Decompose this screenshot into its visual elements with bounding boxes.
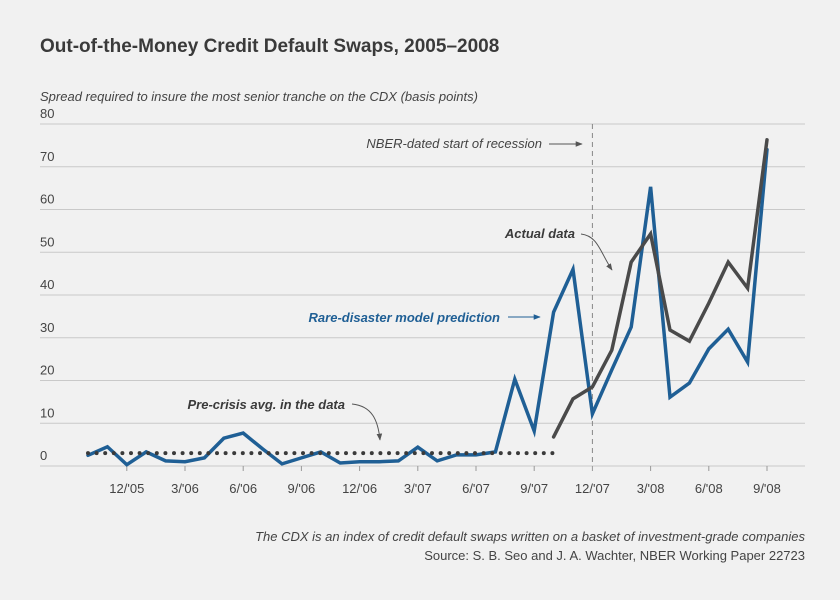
y-tick-label: 80 bbox=[40, 106, 54, 121]
x-tick-label: 3/'06 bbox=[171, 481, 199, 496]
recession-label: NBER-dated start of recession bbox=[366, 136, 542, 151]
series-label: Actual data bbox=[504, 226, 575, 241]
x-tick-label: 9/'08 bbox=[753, 481, 781, 496]
series-line bbox=[551, 138, 769, 439]
y-tick-label: 40 bbox=[40, 277, 54, 292]
grid: 0 10 20 30 40 50 60 70 80 12/'05 3/'06 6/'06 9/'06 12… bbox=[40, 106, 805, 496]
series-line bbox=[86, 147, 769, 467]
y-tick-label: 20 bbox=[40, 363, 54, 378]
x-tick-label: 6/'06 bbox=[229, 481, 257, 496]
x-tick-label: 9/'07 bbox=[520, 481, 548, 496]
series-label: Rare-disaster model prediction bbox=[309, 310, 500, 325]
chart-subtitle: Spread required to insure the most senio… bbox=[40, 89, 478, 104]
x-tick-label: 6/'07 bbox=[462, 481, 490, 496]
chart-title: Out-of-the-Money Credit Default Swaps, 2… bbox=[40, 36, 499, 57]
x-tick-label: 12/'05 bbox=[109, 481, 144, 496]
y-tick-label: 60 bbox=[40, 192, 54, 207]
y-tick-label: 50 bbox=[40, 234, 54, 249]
plot-area bbox=[86, 138, 769, 467]
x-tick-label: 12/'06 bbox=[342, 481, 377, 496]
y-tick-label: 70 bbox=[40, 149, 54, 164]
x-tick-label: 3/'08 bbox=[637, 481, 665, 496]
y-tick-label: 0 bbox=[40, 448, 47, 463]
arrow bbox=[580, 233, 613, 271]
x-tick-label: 3/'07 bbox=[404, 481, 432, 496]
source: Source: S. B. Seo and J. A. Wachter, NBE… bbox=[424, 548, 805, 563]
x-tick-label: 6/'08 bbox=[695, 481, 723, 496]
x-tick-label: 9/'06 bbox=[288, 481, 316, 496]
x-tick-label: 12/'07 bbox=[575, 481, 610, 496]
y-tick-label: 30 bbox=[40, 320, 54, 335]
y-tick-label: 10 bbox=[40, 405, 54, 420]
series-label: Pre-crisis avg. in the data bbox=[187, 397, 345, 412]
arrow bbox=[351, 403, 383, 441]
note: The CDX is an index of credit default sw… bbox=[255, 529, 805, 544]
